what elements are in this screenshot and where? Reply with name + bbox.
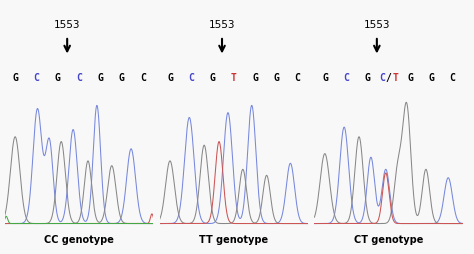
Text: C: C [295, 73, 301, 83]
Text: 1553: 1553 [209, 20, 235, 30]
Text: CT genotype: CT genotype [354, 234, 423, 244]
Text: C: C [343, 73, 349, 83]
Text: G: G [55, 73, 61, 83]
Text: C: C [140, 73, 146, 83]
Text: /: / [386, 73, 392, 83]
Text: CC genotype: CC genotype [44, 234, 114, 244]
Text: C: C [76, 73, 82, 83]
Text: G: G [428, 73, 434, 83]
Text: C: C [34, 73, 39, 83]
Text: G: G [322, 73, 328, 83]
Text: C: C [189, 73, 194, 83]
Text: G: G [12, 73, 18, 83]
Text: G: G [273, 73, 279, 83]
Text: T: T [392, 73, 398, 83]
Text: G: G [407, 73, 413, 83]
Text: G: G [365, 73, 371, 83]
Text: T: T [231, 73, 237, 83]
Text: 1553: 1553 [54, 20, 81, 30]
Text: G: G [210, 73, 216, 83]
Text: G: G [97, 73, 103, 83]
Text: G: G [167, 73, 173, 83]
Text: C: C [379, 73, 385, 83]
Text: C: C [449, 73, 456, 83]
Text: G: G [118, 73, 125, 83]
Text: TT genotype: TT genotype [200, 234, 268, 244]
Text: G: G [252, 73, 258, 83]
Text: 1553: 1553 [364, 20, 390, 30]
